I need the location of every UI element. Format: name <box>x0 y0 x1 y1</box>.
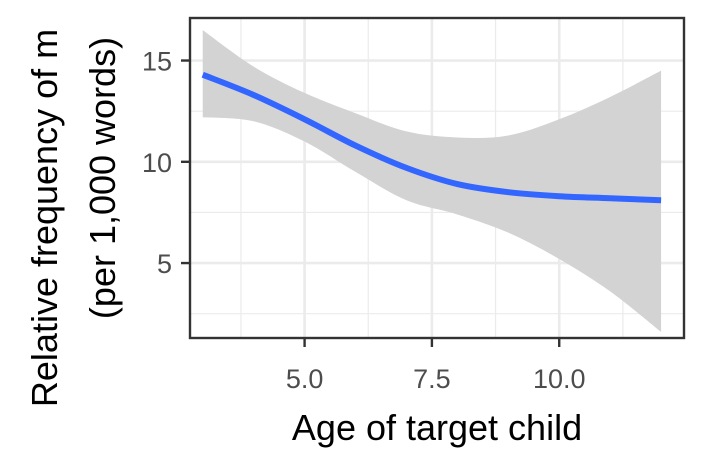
x-axis-title: Age of target child <box>292 407 582 448</box>
y-tick-label: 10 <box>142 148 172 178</box>
y-tick-label: 5 <box>157 249 172 279</box>
x-axis: 5.0 7.5 10.0 <box>286 338 586 394</box>
trend-line <box>201 71 662 204</box>
x-tick-label: 10.0 <box>533 364 586 394</box>
x-tick-label: 5.0 <box>286 364 324 394</box>
y-tick-label: 15 <box>142 47 172 77</box>
panel-border <box>188 16 686 340</box>
y-axis: 5 10 15 <box>142 47 190 279</box>
y-axis-title-line-1: Relative frequency of m <box>24 29 65 407</box>
x-tick-label: 7.5 <box>413 364 451 394</box>
confidence-band <box>202 30 662 332</box>
y-axis-title-line-2: (per 1,000 words) <box>82 37 123 319</box>
y-axis-title: Relative frequency of m (per 1,000 words… <box>24 29 123 407</box>
